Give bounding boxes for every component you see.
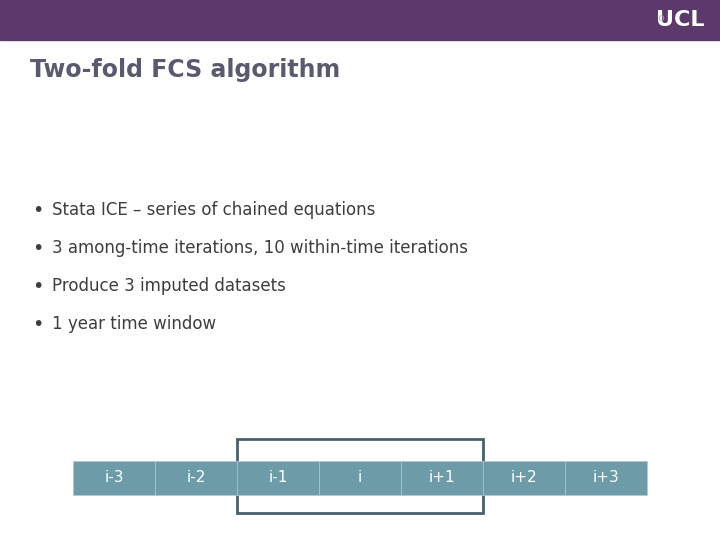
Bar (237, 461, 319, 495)
Bar (401, 461, 483, 495)
Bar (565, 461, 647, 495)
Text: 1 year time window: 1 year time window (52, 315, 216, 333)
Text: •: • (32, 239, 44, 258)
Text: Produce 3 imputed datasets: Produce 3 imputed datasets (52, 277, 286, 295)
Text: i+3: i+3 (593, 470, 619, 485)
Text: i-1: i-1 (269, 470, 288, 485)
Text: •: • (32, 314, 44, 334)
Text: i+2: i+2 (510, 470, 537, 485)
Bar (483, 461, 565, 495)
Text: Stata ICE – series of chained equations: Stata ICE – series of chained equations (52, 201, 375, 219)
Text: •: • (32, 200, 44, 219)
Bar (319, 461, 401, 495)
Text: i: i (358, 470, 362, 485)
Text: 3 among-time iterations, 10 within-time iterations: 3 among-time iterations, 10 within-time … (52, 239, 468, 257)
Text: UCL: UCL (657, 10, 705, 30)
Text: Two-fold FCS algorithm: Two-fold FCS algorithm (30, 58, 341, 82)
Text: •: • (32, 276, 44, 295)
Text: ⚪: ⚪ (657, 14, 667, 24)
Bar (237, 439, 483, 513)
Bar (0, 0, 720, 40)
Text: i-3: i-3 (104, 470, 124, 485)
Bar (155, 461, 237, 495)
Bar (73, 461, 155, 495)
Text: i+1: i+1 (428, 470, 455, 485)
Text: i-2: i-2 (186, 470, 206, 485)
